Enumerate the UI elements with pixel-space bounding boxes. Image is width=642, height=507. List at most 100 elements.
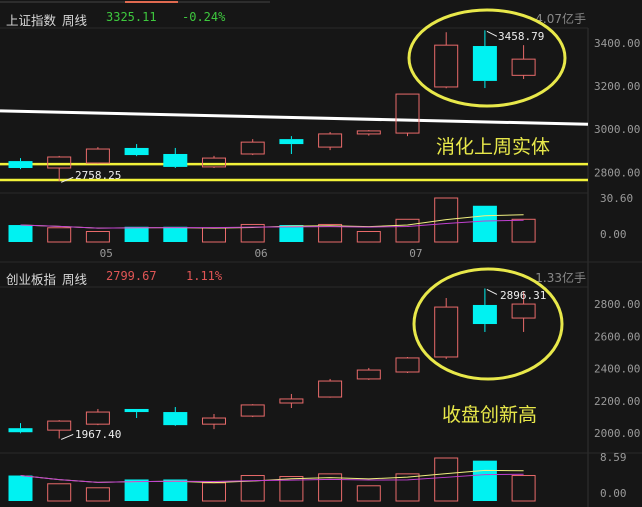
volume-bar <box>240 475 265 502</box>
volume-bar <box>47 227 72 243</box>
volume-bar <box>124 479 149 501</box>
volume-ma10-line <box>20 219 524 229</box>
volume-label: 1.33亿手 <box>535 271 586 285</box>
candle <box>434 298 459 359</box>
candle-body <box>163 153 188 167</box>
volume-axis-tick: 0.00 <box>600 228 627 241</box>
volume-bar <box>472 205 497 242</box>
volume-bar <box>511 475 536 502</box>
candle-body <box>279 139 304 145</box>
candle-body <box>472 46 497 81</box>
price-axis-tick: 3400.00 <box>594 37 640 50</box>
candle-body <box>318 133 343 148</box>
candle-body <box>8 161 33 168</box>
volume-bar <box>8 475 33 501</box>
candle <box>8 423 33 434</box>
index-name: 上证指数 <box>6 13 57 28</box>
volume-ma10-line <box>20 473 524 483</box>
candle <box>240 404 265 418</box>
bottom-chart-header: 创业板指 周线 2799.67 1.11% 1.33亿手 <box>0 269 642 287</box>
x-axis-month-label: 05 <box>100 247 113 260</box>
period-label[interactable]: 周线 <box>62 272 88 287</box>
price-axis-tick: 2200.00 <box>594 395 640 408</box>
candle-body <box>47 156 72 169</box>
candle <box>85 147 110 164</box>
candle <box>47 420 72 439</box>
candle <box>240 139 265 156</box>
candle-body <box>434 44 459 88</box>
volume-bar <box>511 218 536 243</box>
volume-axis-tick: 30.60 <box>600 192 633 205</box>
high-arrow <box>486 30 498 37</box>
volume-bar <box>85 487 110 502</box>
volume-bar <box>202 482 226 502</box>
volume-bar <box>279 225 304 242</box>
price-axis-tick: 2600.00 <box>594 330 640 343</box>
index-name: 创业板指 <box>6 272 57 287</box>
high-price-label: 2896.31 <box>500 289 546 302</box>
candle <box>85 408 110 426</box>
volume-bar <box>356 231 381 243</box>
volume-bar <box>318 223 343 243</box>
period-label[interactable]: 周线 <box>62 13 88 28</box>
volume-ma5-line <box>20 214 524 229</box>
low-price-label: 2758.25 <box>75 169 121 182</box>
candle <box>318 132 343 151</box>
candle-body <box>240 404 265 417</box>
price-axis-tick: 3000.00 <box>594 123 640 136</box>
candle <box>279 136 304 154</box>
volume-bar <box>318 473 343 502</box>
candle-body <box>395 93 420 134</box>
price-axis-tick: 2800.00 <box>594 166 640 179</box>
volume-bar <box>434 197 459 243</box>
last-price: 2799.67 <box>106 269 157 283</box>
candle-body <box>318 380 343 398</box>
candle-body <box>47 420 72 431</box>
volume-bar <box>8 225 33 242</box>
volume-bar <box>202 227 226 243</box>
candle <box>472 30 497 89</box>
candle-body <box>395 357 420 373</box>
candle-body <box>356 369 381 380</box>
volume-bar <box>240 223 265 243</box>
highlight-ellipse <box>407 8 567 108</box>
candle <box>163 147 188 168</box>
volume-bar <box>163 479 188 501</box>
volume-bar <box>472 460 497 501</box>
x-axis-month-label: 06 <box>254 247 267 260</box>
volume-axis-tick: 8.59 <box>600 451 627 464</box>
annotation-close-new-high: 收盘创新高 <box>442 404 537 426</box>
candle <box>511 45 536 79</box>
candle-body <box>356 130 381 135</box>
change-percent: 1.11% <box>186 269 223 283</box>
candle-body <box>8 428 33 433</box>
price-axis-tick: 3200.00 <box>594 80 640 93</box>
candle <box>124 408 149 419</box>
candle <box>8 158 33 170</box>
candle <box>202 155 226 168</box>
candle-body <box>85 148 110 164</box>
candle <box>395 356 420 373</box>
low-price-label: 1967.40 <box>75 428 121 441</box>
high-arrow <box>486 288 498 295</box>
candle-body <box>434 306 459 358</box>
top-chart-header: 上证指数 周线 3325.11 -0.24% 4.07亿手 <box>0 10 642 28</box>
volume-bar <box>85 231 110 243</box>
candle <box>47 155 72 182</box>
candle-body <box>85 411 110 425</box>
price-axis-tick: 2400.00 <box>594 363 640 376</box>
candle-body <box>511 303 536 319</box>
low-arrow <box>61 434 74 440</box>
candle-body <box>202 417 226 425</box>
highlight-ellipse <box>412 267 564 381</box>
last-price: 3325.11 <box>106 10 157 24</box>
candle <box>395 93 420 137</box>
volume-bar <box>124 226 149 242</box>
high-price-label: 3458.79 <box>498 30 544 43</box>
x-axis-month-label: 07 <box>409 247 422 260</box>
volume-bar <box>356 485 381 502</box>
volume-bar <box>163 226 188 242</box>
